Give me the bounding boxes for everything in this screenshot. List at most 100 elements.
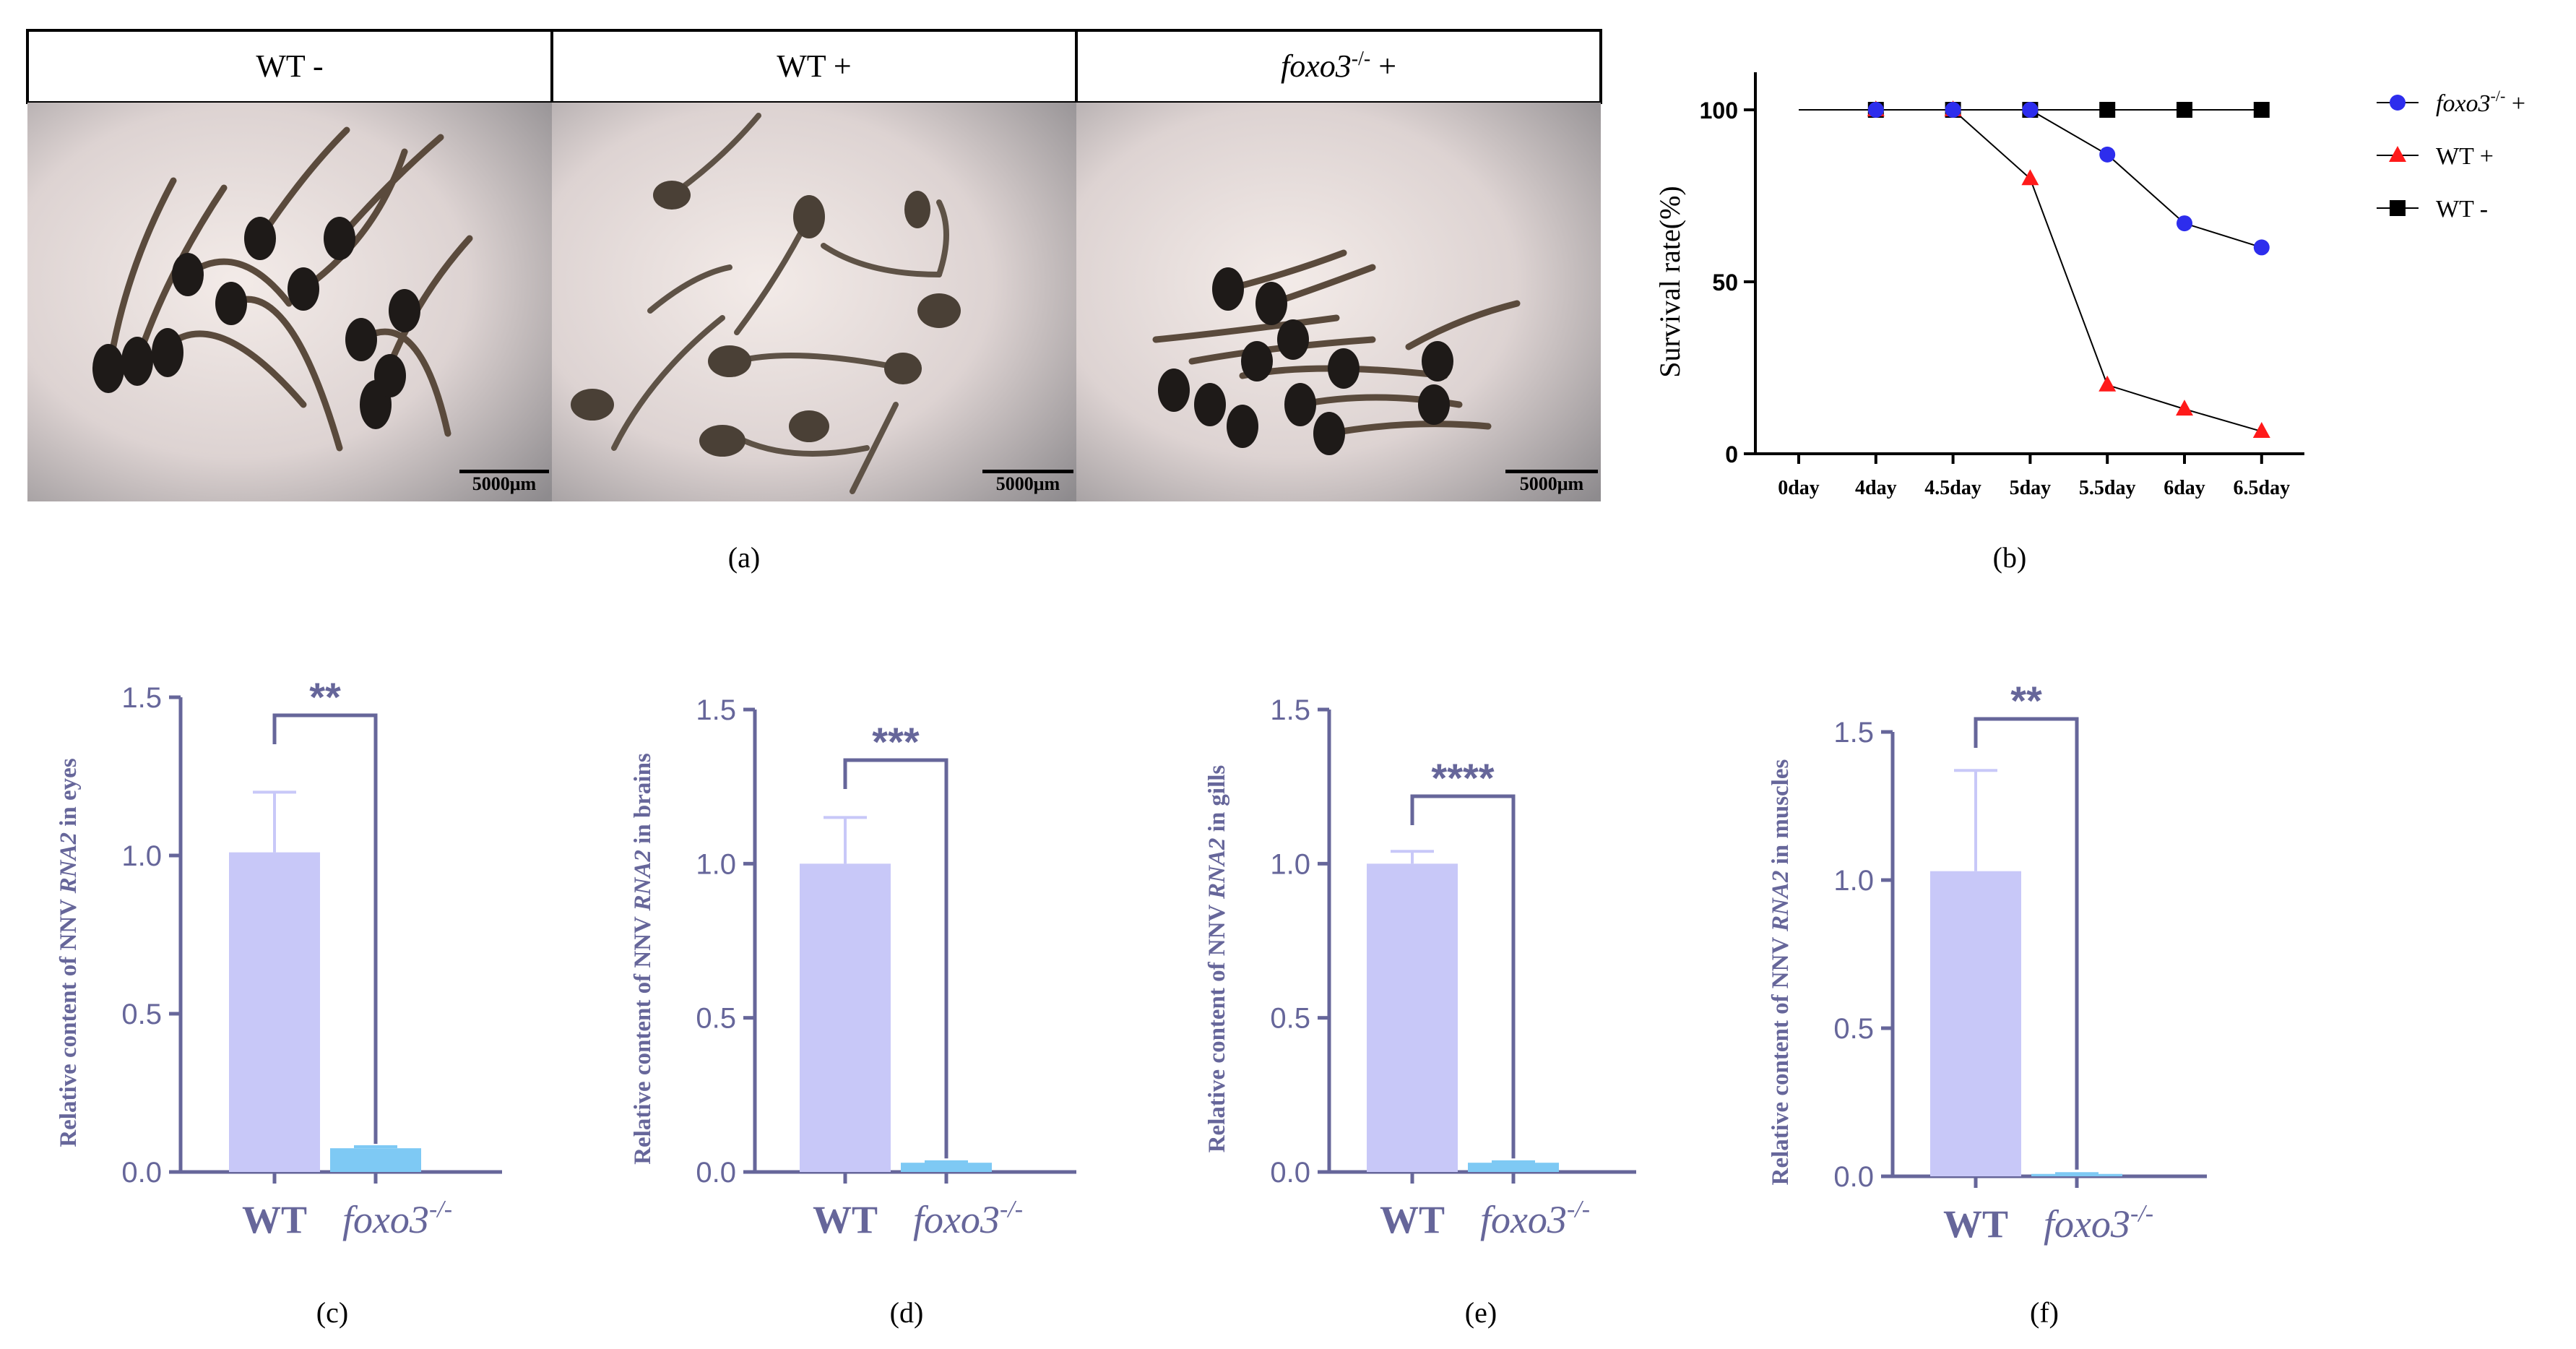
data-point	[2099, 146, 2116, 163]
data-point	[2177, 215, 2192, 232]
significance-label: ***	[872, 719, 920, 764]
data-point	[1945, 102, 1961, 118]
y-tick-label: 50	[1712, 270, 1738, 296]
panel-label-f: (f)	[2030, 1296, 2059, 1329]
data-point	[2099, 375, 2117, 392]
y-tick-label: 1.0	[121, 840, 162, 872]
y-tick-label: 1.5	[1833, 717, 1874, 749]
y-tick-label: 1.0	[696, 848, 736, 880]
x-tick-label: 4day	[1855, 477, 1897, 499]
y-tick-label: 0.0	[1270, 1157, 1310, 1189]
significance-bracket	[843, 758, 948, 1159]
data-point	[2022, 102, 2039, 118]
y-tick-label: 0.5	[1270, 1003, 1310, 1035]
scale-bar-1: 5000μm	[459, 470, 549, 494]
photo-wt-minus: 5000μm	[27, 103, 552, 501]
y-axis-title: Relative content of NNV RNA2 in eyes	[56, 758, 82, 1147]
panel-label-e: (e)	[1465, 1296, 1497, 1329]
x-tick-label: foxo3-/-	[2044, 1200, 2153, 1246]
bar	[901, 1163, 992, 1172]
photo-header-2: WT +	[550, 29, 1078, 104]
photo-foxo3-plus: 5000μm	[1076, 103, 1601, 501]
x-tick-label: WT	[242, 1198, 307, 1241]
x-tick-label: 0day	[1778, 477, 1820, 499]
panel-label-d: (d)	[890, 1296, 924, 1329]
y-tick-label: 0.0	[1833, 1161, 1874, 1193]
data-point	[2253, 102, 2270, 118]
svg-text:5000μm: 5000μm	[1520, 473, 1584, 494]
x-tick-label: 5day	[2010, 477, 2052, 499]
y-axis-title: Survival rate(%)	[1654, 186, 1686, 377]
data-point	[2099, 102, 2116, 118]
svg-text:5000μm: 5000μm	[472, 473, 537, 494]
data-point	[2252, 422, 2270, 439]
y-tick-label: 0.5	[696, 1003, 736, 1035]
y-axis-title: Relative content of NNV RNA2 in brains	[630, 753, 656, 1165]
scale-bar-2: 5000μm	[982, 470, 1073, 494]
photo-header-1: WT -	[26, 29, 553, 104]
series-line	[1799, 109, 2262, 433]
legend-label: WT -	[2436, 196, 2488, 223]
y-tick-label: 1.5	[121, 682, 162, 714]
scale-bar-3: 5000μm	[1505, 470, 1598, 494]
x-tick-label: 5.5day	[2079, 477, 2136, 499]
y-tick-label: 1.5	[696, 694, 736, 726]
photo-header-label-1: WT -	[256, 48, 323, 84]
panel-label-b: (b)	[1993, 541, 2027, 574]
bar	[1930, 871, 2021, 1176]
y-tick-label: 1.0	[1270, 848, 1310, 880]
y-axis-title: Relative content of NNV RNA2 in muscles	[1768, 759, 1794, 1185]
significance-label: **	[309, 674, 341, 720]
y-axis-title: Relative content of NNV RNA2 in gills	[1204, 765, 1230, 1153]
svg-text:5000μm: 5000μm	[996, 473, 1060, 494]
photo-panel: WT - WT + foxo3-/- +	[26, 29, 1602, 501]
significance-label: ****	[1431, 755, 1494, 801]
bar	[1468, 1163, 1559, 1172]
y-tick-label: 0.5	[1833, 1013, 1874, 1045]
y-tick-label: 100	[1700, 98, 1738, 124]
legend-marker	[2390, 200, 2406, 216]
bar	[1367, 863, 1458, 1172]
x-tick-label: foxo3-/-	[342, 1196, 452, 1241]
bar-chart-gills: 0.0 0.5 1.0 1.5 WT foxo3-/- **** Relative conte…	[1204, 694, 1636, 1241]
data-point	[2253, 239, 2270, 256]
panel-label-a: (a)	[728, 541, 760, 574]
significance-bracket	[1974, 717, 2079, 1170]
y-tick-label: 0.5	[121, 999, 162, 1030]
y-tick-label: 1.5	[1270, 694, 1310, 726]
x-tick-label: 6.5day	[2234, 477, 2291, 499]
bar-chart-eyes: 0.0 0.5 1.0 1.5 WT foxo3-/- ** Relative content…	[56, 674, 502, 1241]
photo-header-label-2: WT +	[777, 48, 851, 84]
x-tick-label: foxo3-/-	[913, 1196, 1023, 1241]
larvae-heads-1	[92, 217, 420, 429]
x-tick-label: 6day	[2164, 477, 2205, 499]
larvae-heads-2	[571, 181, 961, 457]
legend-label: foxo3-/- +	[2436, 87, 2525, 117]
data-point	[2177, 102, 2192, 118]
legend-label: WT +	[2436, 143, 2494, 170]
y-tick-label: 0.0	[696, 1157, 736, 1189]
y-tick-label: 0	[1725, 441, 1738, 467]
data-point	[2176, 400, 2193, 416]
bar-chart-brains: 0.0 0.5 1.0 1.5 WT foxo3-/- *** Relative conten…	[630, 694, 1076, 1241]
larvae-heads-3	[1158, 267, 1453, 455]
photo-header-label-3: foxo3-/- +	[1281, 48, 1396, 84]
photo-header-3: foxo3-/- +	[1075, 29, 1602, 104]
significance-label: **	[2010, 678, 2042, 723]
significance-bracket	[1410, 794, 1516, 1159]
significance-bracket	[272, 713, 378, 1145]
y-tick-label: 0.0	[121, 1157, 162, 1189]
x-tick-label: WT	[1943, 1202, 2008, 1246]
bar	[800, 863, 891, 1172]
x-tick-label: WT	[1380, 1198, 1445, 1241]
photo-wt-plus: 5000μm	[552, 103, 1076, 501]
bar	[229, 852, 320, 1172]
x-tick-label: foxo3-/-	[1480, 1196, 1590, 1241]
bar-chart-muscles: 0.0 0.5 1.0 1.5 WT foxo3-/- ** Relative content…	[1768, 678, 2207, 1246]
y-tick-label: 1.0	[1833, 865, 1874, 897]
x-tick-label: WT	[813, 1198, 878, 1241]
data-point	[1867, 102, 1884, 118]
data-point	[2021, 169, 2039, 186]
legend-marker	[2389, 146, 2406, 162]
